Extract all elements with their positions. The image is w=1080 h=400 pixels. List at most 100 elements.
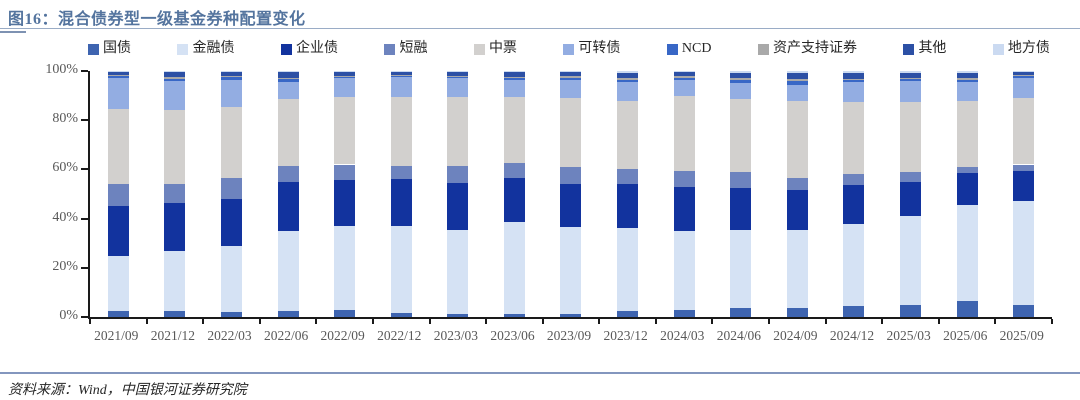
bar-segment [107, 71, 129, 72]
bar-segment [730, 83, 752, 100]
bar-segment [673, 79, 695, 96]
bar-segment [786, 307, 808, 317]
bar-segment [107, 71, 129, 76]
bar-segment [107, 255, 129, 311]
bar-segment [1013, 76, 1035, 79]
figure-title: 图16：混合债券型一级基金券种配置变化 [8, 11, 306, 28]
x-axis-label: 2025/06 [943, 328, 988, 343]
bar-segment [107, 76, 129, 79]
bar-segment [390, 165, 412, 180]
bar [220, 71, 242, 317]
x-tick [258, 319, 261, 324]
bar-segment [956, 173, 978, 206]
bar-segment [786, 178, 808, 191]
y-tick [81, 316, 88, 318]
legend-label: 资产支持证券 [772, 41, 857, 56]
x-tick [598, 319, 601, 324]
bar-segment [164, 77, 186, 79]
legend-label: NCD [681, 41, 712, 56]
bar-slot [882, 71, 939, 317]
bar-segment [220, 106, 242, 179]
x-axis-label: 2022/03 [207, 328, 252, 343]
bar-segment [617, 228, 639, 311]
x-tick [824, 319, 827, 324]
bar-segment [786, 84, 808, 101]
bar-segment [1013, 304, 1035, 317]
bar-segment [503, 77, 525, 80]
bar-segment [843, 185, 865, 224]
y-tick-label: 60% [52, 160, 78, 176]
x-tick [654, 319, 657, 324]
legend-label: 金融债 [192, 41, 235, 56]
bar-segment [277, 165, 299, 182]
bar-segment [673, 186, 695, 231]
bar-slot [826, 71, 883, 317]
bar-segment [390, 71, 412, 72]
x-axis-labels: 2021/09 2021/12 2022/03 2022/06 2022/09 2022/… [88, 328, 1050, 348]
bar-segment [107, 109, 129, 185]
bar-segment [1013, 170, 1035, 202]
bar-segment [277, 71, 299, 73]
bar-segment [1013, 78, 1035, 99]
bar-segment [107, 310, 129, 317]
x-tick [371, 319, 374, 324]
x-tick [937, 319, 940, 324]
bar-segment [164, 110, 186, 185]
bar-segment [220, 178, 242, 199]
bar-segment [334, 164, 356, 181]
bar-segment [673, 170, 695, 187]
bar-segment [730, 308, 752, 317]
bar-segment [447, 96, 469, 166]
bar-slot [486, 71, 543, 317]
x-axis-label: 2021/09 [94, 328, 139, 343]
x-axis-label: 2023/03 [433, 328, 478, 343]
bar-segment [107, 75, 129, 77]
legend-label: 其他 [918, 41, 947, 56]
bar-segment [503, 79, 525, 97]
bar-segment [503, 313, 525, 317]
bar-slot [203, 71, 260, 317]
y-tick-label: 20% [52, 258, 78, 274]
bar-segment [843, 223, 865, 306]
bar-segment [786, 100, 808, 179]
bar-segment [786, 190, 808, 231]
bar-segment [220, 75, 242, 78]
bar [956, 71, 978, 317]
x-axis-label: 2025/03 [886, 328, 931, 343]
bar-segment [900, 71, 922, 74]
legend-label: 中票 [488, 41, 517, 56]
bar-slot [656, 71, 713, 317]
bar-segment [277, 99, 299, 166]
y-tick [81, 119, 88, 122]
bar-slot [373, 71, 430, 317]
bar [617, 71, 639, 317]
x-tick [1051, 319, 1053, 324]
bar-segment [843, 78, 865, 81]
y-tick [81, 70, 88, 72]
bar-segment [560, 166, 582, 185]
bar [560, 71, 582, 317]
bar-segment [503, 178, 525, 223]
bar [503, 71, 525, 317]
bar-segment [843, 82, 865, 102]
bar-segment [617, 71, 639, 74]
bar-segment [843, 305, 865, 317]
bar-segment [900, 80, 922, 102]
bar-segment [164, 71, 186, 73]
legend-item: 国债 [88, 42, 131, 56]
bar-segment [1013, 98, 1035, 165]
bar-segment [730, 79, 752, 84]
bar-segment [673, 76, 695, 78]
bar-segment [277, 82, 299, 100]
bar-segment [164, 202, 186, 251]
bar-segment [447, 182, 469, 230]
legend-item: 短融 [384, 42, 427, 56]
bar-segment [334, 75, 356, 77]
bar-segment [503, 96, 525, 164]
bar-segment [900, 216, 922, 306]
bar-segment [390, 74, 412, 76]
bar-segment [164, 80, 186, 111]
bar-segment [164, 72, 186, 78]
bar-segment [560, 71, 582, 73]
